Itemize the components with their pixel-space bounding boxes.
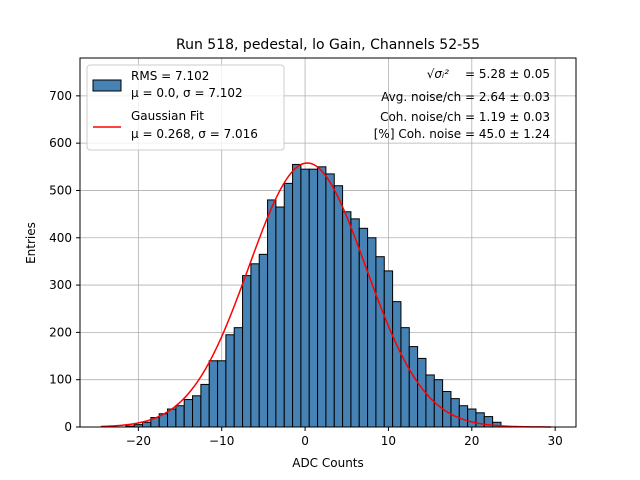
coh-noise-annotation: Coh. noise/ch = 1.19 ± 0.03 (380, 110, 550, 124)
x-tick-label: 10 (381, 434, 396, 448)
y-tick-label: 100 (49, 373, 72, 387)
histogram-bar (408, 346, 419, 428)
legend-rms: RMS = 7.102 (131, 69, 209, 83)
grid-lines (80, 58, 576, 428)
y-tick-label: 700 (49, 89, 72, 103)
histogram-bar (217, 360, 227, 428)
avg-noise-annotation: Avg. noise/ch = 2.64 ± 0.03 (381, 90, 550, 104)
histogram-bar (325, 173, 335, 428)
x-tick-label: 20 (464, 434, 479, 448)
histogram-bar (250, 263, 260, 428)
x-axis-label: ADC Counts (292, 456, 364, 470)
histogram-bar (367, 237, 377, 428)
legend-rms-params: μ = 0.0, σ = 7.102 (131, 86, 243, 100)
coh-percent-annotation: [%] Coh. noise = 45.0 ± 1.24 (374, 127, 550, 141)
legend-bar-swatch (92, 79, 122, 92)
histogram-bar (242, 275, 252, 428)
legend: RMS = 7.102 μ = 0.0, σ = 7.102 Gaussian … (86, 64, 285, 151)
x-tick-label: 0 (301, 434, 309, 448)
histogram-bar (342, 211, 352, 428)
histogram-bar (467, 408, 477, 428)
chart-title: Run 518, pedestal, lo Gain, Channels 52-… (176, 37, 480, 53)
histogram-bar (225, 334, 235, 428)
y-tick-label: 400 (49, 231, 72, 245)
histogram-bar (458, 405, 469, 428)
histogram-bar (333, 185, 344, 428)
y-tick-label: 500 (49, 183, 72, 197)
gaussian-fit-curve (100, 162, 551, 428)
histogram-bar (317, 166, 327, 428)
x-tick-label: 30 (548, 434, 563, 448)
noise-annotations: √σᵢ² = 5.28 ± 0.05 Avg. noise/ch = 2.64 … (374, 67, 550, 141)
histogram-bar (233, 327, 244, 428)
histogram-bar (283, 182, 294, 428)
histogram-bar (208, 360, 219, 428)
y-axis-label: Entries (24, 222, 38, 264)
histogram-bar (267, 199, 277, 428)
histogram-bar (175, 405, 185, 428)
y-tick-label: 0 (64, 420, 72, 434)
x-tick-label: −20 (126, 434, 151, 448)
sigma-value: = 5.28 ± 0.05 (465, 67, 550, 81)
x-axis-ticks: −20 −10 0 10 20 30 (126, 427, 563, 448)
histogram-bar (192, 395, 202, 428)
sigma-symbol: √σᵢ² (427, 67, 449, 81)
histogram-bar (258, 253, 269, 428)
y-tick-label: 200 (49, 325, 72, 339)
histogram-bar (450, 398, 460, 428)
histogram-bar (275, 206, 285, 428)
histogram-bar (142, 421, 152, 428)
y-tick-label: 300 (49, 278, 72, 292)
histogram-bar (200, 383, 210, 428)
histogram-bar (350, 218, 360, 428)
histogram-bar (475, 412, 485, 428)
histogram-bar (383, 270, 394, 428)
plot-frame (79, 57, 577, 428)
histogram-bar (358, 227, 369, 428)
y-axis-ticks: 0 100 200 300 400 500 600 700 (49, 89, 80, 434)
histogram-bar (375, 256, 385, 428)
y-tick-label: 600 (49, 136, 72, 150)
legend-fit-params: μ = 0.268, σ = 7.016 (131, 127, 258, 141)
x-tick-label: −10 (209, 434, 234, 448)
histogram-bar (183, 399, 194, 428)
histogram-bars (125, 163, 502, 428)
legend-box (86, 64, 285, 151)
legend-fit-label: Gaussian Fit (131, 109, 204, 123)
histogram-bar (292, 163, 302, 428)
histogram-bar (300, 168, 310, 428)
histogram-bar (392, 301, 402, 428)
histogram-bar (308, 168, 319, 428)
histogram-bar (400, 327, 410, 428)
